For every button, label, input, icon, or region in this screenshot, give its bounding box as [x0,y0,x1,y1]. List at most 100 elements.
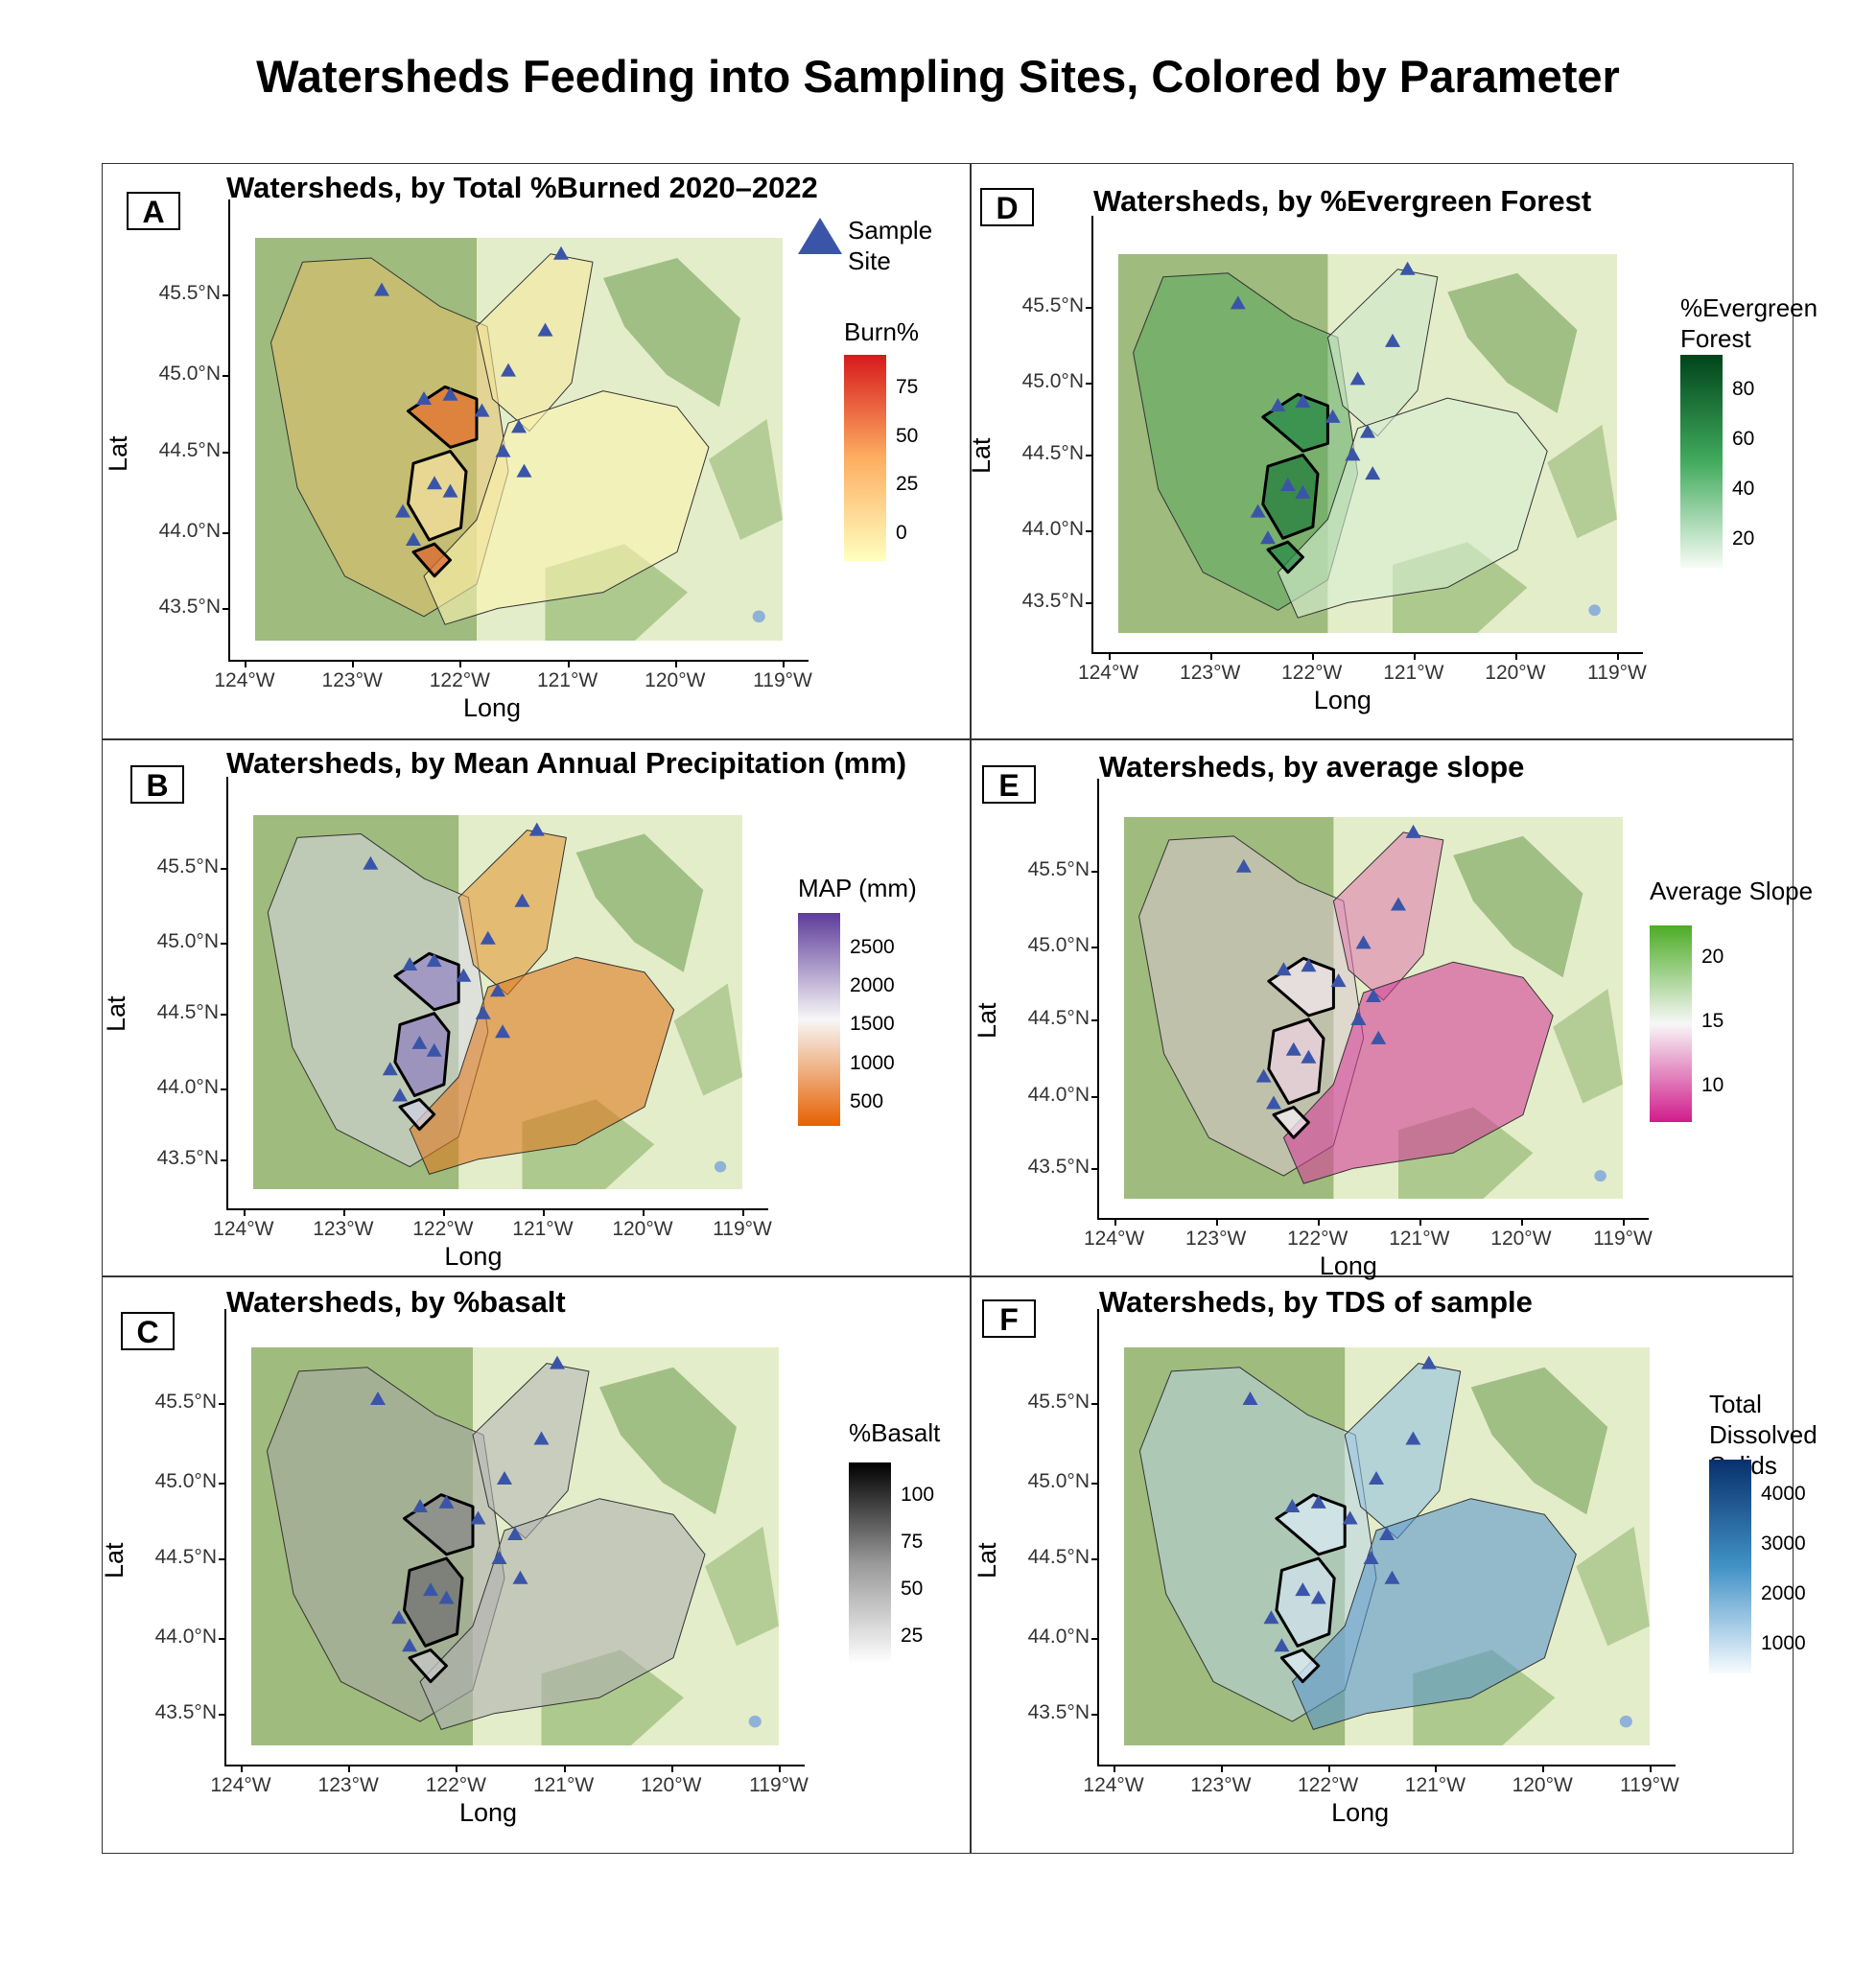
y-tick-label: 43.5°N [1027,1700,1090,1723]
panel-letter-c: C [121,1312,175,1350]
x-tick-label: 124°W [210,1774,271,1796]
inner-watershed-middle [403,1556,464,1648]
sample-site-marker [1420,1355,1437,1369]
sample-site-marker [1369,1470,1385,1485]
x-tick-mark [642,1209,645,1216]
legend-tick-label: 50 [896,424,919,447]
sample-site-marker [1349,371,1366,386]
y-axis-label: Lat [973,1542,1001,1579]
x-axis-label: Long [1331,1798,1390,1827]
sample-site-marker [1230,295,1246,310]
panel-title-c: Watersheds, by %basalt [226,1285,566,1319]
x-tick-label: 122°W [412,1218,474,1240]
legend-tick-label: 4000 [1761,1482,1806,1505]
sample-site-marker [1279,477,1296,491]
legend-tick-label: 20 [1732,526,1755,550]
x-tick-label: 123°W [1185,1228,1247,1250]
y-tick-label: 45.0°N [1027,934,1090,957]
legend-tick-label: 2000 [850,973,895,996]
legend-tick-label: 25 [901,1625,924,1648]
y-tick-mark [1091,1637,1097,1640]
x-tick-mark [1317,1219,1320,1226]
sample-site-marker [442,386,458,401]
sample-site-marker [1325,409,1341,423]
x-tick-mark [456,1766,458,1772]
y-tick-mark [1091,1403,1097,1406]
x-tick-label: 124°W [1077,662,1139,684]
x-tick-mark [1514,653,1517,660]
x-tick-label: 120°W [641,1774,702,1796]
main-title: Watersheds Feeding into Sampling Sites, … [256,51,1620,102]
map-c [251,1347,779,1745]
legend-title: MAP (mm) [798,874,917,902]
y-tick-mark [223,451,228,454]
x-tick-label: 124°W [214,669,275,691]
sample-site-marker [1405,1431,1421,1445]
y-tick-mark [221,942,226,945]
y-tick-label: 45.0°N [1027,1470,1090,1493]
y-tick-label: 44.0°N [158,519,221,542]
sample-site-marker [402,1638,417,1652]
legend-tick-label: 15 [1701,1010,1724,1033]
x-tick-label: 124°W [1083,1228,1145,1250]
legend-title: %Evergreen Forest [1680,293,1818,353]
sample-site-marker [491,1550,507,1564]
y-tick-label: 44.5°N [154,1545,217,1568]
x-tick-mark [342,1209,345,1216]
x-tick-mark [442,1209,445,1216]
sample-site-marker [1355,935,1372,949]
inner-watershed-middle [1275,1556,1336,1648]
sample-site-marker [511,419,527,433]
x-tick-mark [352,661,355,667]
x-tick-mark [1327,1766,1330,1772]
x-tick-label: 120°W [1485,662,1546,684]
sample-site-marker [537,322,553,337]
x-tick-label: 123°W [1190,1774,1252,1796]
sample-site-marker [395,503,410,518]
y-tick-label: 44.0°N [154,1625,217,1648]
y-tick-label: 45.0°N [154,1470,217,1493]
y-tick-mark [1091,1095,1097,1098]
y-tick-label: 44.5°N [156,1000,219,1023]
sample-site-marker [1270,398,1286,411]
sample-site-marker [475,1005,491,1019]
legend-title: Burn% [844,317,920,346]
sample-site-legend-label: Sample Site [848,216,933,275]
sample-site-marker [501,363,516,377]
panel-title-b: Watersheds, by Mean Annual Precipitation… [226,746,907,780]
sample-site-marker [1274,1638,1290,1652]
y-axis-line [1097,779,1099,1218]
y-tick-mark [221,1013,226,1016]
legend-colorbar [844,355,886,561]
x-tick-mark [1220,1766,1223,1772]
sample-site-marker [438,1494,455,1509]
sample-site-legend [796,216,844,261]
panel-letter-b: B [130,765,184,804]
sample-site-marker [1391,897,1406,911]
x-tick-label: 119°W [1593,1228,1653,1250]
panel-grid [102,163,1794,1854]
y-axis-label: Lat [967,437,996,475]
x-tick-mark [542,1209,545,1216]
sample-site-marker [1310,1590,1326,1604]
sample-site-marker [1405,824,1421,838]
legend-colorbar [798,913,840,1126]
sample-site-marker [1250,503,1266,518]
inner-watershed-south [398,1097,436,1132]
sample-site-marker [474,403,490,417]
y-tick-mark [1091,947,1097,949]
legend-colorbar [1650,925,1692,1122]
sample-site-marker [412,1499,428,1512]
x-tick-mark [779,1766,781,1772]
sample-site-marker [363,855,379,870]
sample-site-marker [426,953,442,968]
panel-title-d: Watersheds, by %Evergreen Forest [1093,184,1592,218]
x-tick-mark [674,661,677,667]
y-axis-label: Lat [973,1002,1001,1039]
legend-tick-label: 75 [896,376,919,399]
sample-site-marker [533,1431,550,1445]
y-tick-mark [219,1713,224,1716]
y-tick-label: 45.5°N [154,1391,217,1414]
y-tick-label: 45.5°N [1021,294,1084,317]
x-axis-label: Long [1319,1252,1377,1280]
